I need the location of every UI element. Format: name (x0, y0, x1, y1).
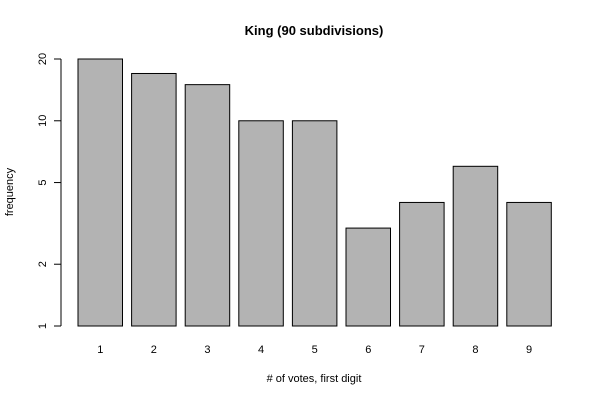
bar-6 (345, 227, 391, 327)
y-axis: 1 2 5 10 20 (37, 53, 62, 329)
bars-group (77, 58, 552, 327)
bar-7 (399, 201, 445, 327)
x-tick-label-4: 4 (258, 344, 264, 356)
x-tick-label-8: 8 (472, 344, 478, 356)
bar-1 (77, 58, 123, 327)
bar-2 (131, 72, 177, 327)
bar-3 (184, 84, 231, 327)
x-tick-label-6: 6 (365, 344, 371, 356)
y-axis-label: frequency (4, 167, 16, 216)
x-tick-label-5: 5 (312, 344, 318, 356)
chart-title: King (90 subdivisions) (245, 23, 384, 38)
bar-9 (506, 201, 552, 327)
y-tick-label-20: 20 (37, 53, 49, 65)
x-tick-label-9: 9 (526, 344, 532, 356)
x-tick-label-1: 1 (97, 344, 103, 356)
y-tick-label-10: 10 (37, 115, 49, 127)
bar-8 (452, 165, 499, 327)
y-tick-label-1: 1 (37, 323, 49, 329)
y-tick-label-5: 5 (37, 179, 49, 185)
x-tick-label-7: 7 (419, 344, 425, 356)
y-tick-label-2: 2 (37, 261, 49, 267)
bar-4 (238, 120, 284, 327)
bar-5 (291, 120, 338, 327)
x-tick-label-2: 2 (151, 344, 157, 356)
x-axis-label: # of votes, first digit (267, 373, 362, 385)
x-tick-labels: 1 2 3 4 5 6 7 8 9 (97, 344, 532, 356)
x-tick-label-3: 3 (204, 344, 210, 356)
